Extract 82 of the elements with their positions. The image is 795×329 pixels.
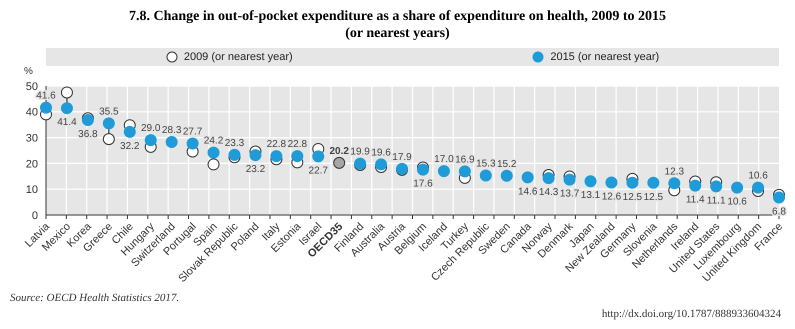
- y-tick-label: 0: [32, 210, 38, 222]
- point: [668, 177, 680, 190]
- point: [773, 191, 785, 204]
- data-label: 17.0: [434, 154, 454, 166]
- point: [270, 150, 282, 162]
- point: [584, 175, 597, 188]
- point: [731, 182, 744, 194]
- data-label: 22.8: [288, 139, 308, 150]
- point: [605, 176, 618, 188]
- point: [626, 176, 638, 189]
- data-label: 27.7: [182, 126, 203, 138]
- point: [375, 158, 388, 170]
- point: [60, 102, 73, 114]
- data-label: 11.1: [706, 195, 726, 206]
- point: [647, 176, 660, 189]
- data-label: 36.8: [78, 129, 98, 140]
- point: [102, 133, 115, 146]
- point: [564, 174, 576, 186]
- point: [144, 134, 157, 146]
- data-label: 15.2: [497, 158, 517, 170]
- point: [689, 180, 702, 192]
- y-tick-label: 50: [26, 80, 38, 93]
- data-label: 17.9: [392, 152, 412, 163]
- data-label: 19.9: [350, 146, 370, 158]
- y-tick-label: 10: [26, 184, 38, 196]
- y-tick-label: 20: [26, 158, 38, 170]
- data-label: 10.6: [748, 170, 768, 182]
- legend-label: 2015 (or nearest year): [549, 51, 660, 63]
- data-label: 23.3: [224, 138, 245, 149]
- y-tick-label: 40: [26, 106, 38, 119]
- source-note: Source: OECD Health Statistics 2017.: [10, 292, 180, 304]
- data-label: 20.2: [329, 146, 350, 157]
- data-label: 32.2: [120, 140, 140, 152]
- point: [249, 149, 262, 162]
- data-label: 17.6: [413, 178, 434, 190]
- point: [438, 165, 450, 178]
- data-label: 22.8: [266, 139, 287, 150]
- data-label: 24.2: [204, 136, 224, 147]
- data-label: 10.6: [727, 196, 748, 208]
- data-label: 35.5: [99, 106, 119, 118]
- data-label: 11.4: [686, 194, 706, 206]
- data-label: 12.5: [622, 192, 643, 203]
- point: [60, 86, 73, 98]
- data-label: 12.6: [602, 191, 622, 202]
- data-label: 12.5: [644, 192, 664, 203]
- point: [542, 172, 555, 184]
- data-label: 23.2: [246, 164, 266, 176]
- point: [166, 136, 178, 148]
- data-label: 6.8: [772, 206, 786, 218]
- data-label: 13.1: [580, 190, 601, 202]
- data-label: 28.3: [162, 124, 182, 136]
- data-label: 19.6: [371, 147, 392, 158]
- y-axis-title: %: [24, 66, 33, 77]
- point: [208, 146, 220, 159]
- point: [333, 156, 346, 169]
- data-label: 15.3: [476, 158, 496, 170]
- point: [102, 117, 115, 130]
- point: [710, 180, 722, 192]
- point: [186, 138, 199, 150]
- point: [458, 165, 471, 178]
- point: [208, 158, 220, 170]
- data-label: 22.7: [308, 165, 328, 176]
- legend-label: 2009 (or nearest year): [182, 51, 293, 63]
- text: http://dx.doi.org/10.1787/888933604324: [602, 308, 781, 320]
- point: [312, 150, 324, 162]
- point: [500, 170, 513, 182]
- point: [40, 102, 52, 114]
- point: [228, 148, 240, 161]
- point: [480, 170, 492, 182]
- data-label: 14.3: [538, 187, 559, 198]
- point: [291, 150, 304, 162]
- data-label: 16.9: [455, 154, 476, 166]
- chart-title: 7.8. Change in out-of-pocket expenditure as a share of expenditure on health, 2009 to 2015 (or nearest years): [128, 8, 668, 43]
- data-label: 29.0: [140, 123, 161, 134]
- data-label: 13.7: [560, 188, 580, 200]
- point: [124, 126, 136, 138]
- data-label: 14.6: [518, 186, 538, 198]
- point: [522, 171, 534, 184]
- data-label: 41.4: [57, 117, 78, 128]
- data-label: 12.3: [664, 166, 684, 178]
- y-tick-label: 30: [26, 132, 38, 145]
- point: [752, 182, 764, 194]
